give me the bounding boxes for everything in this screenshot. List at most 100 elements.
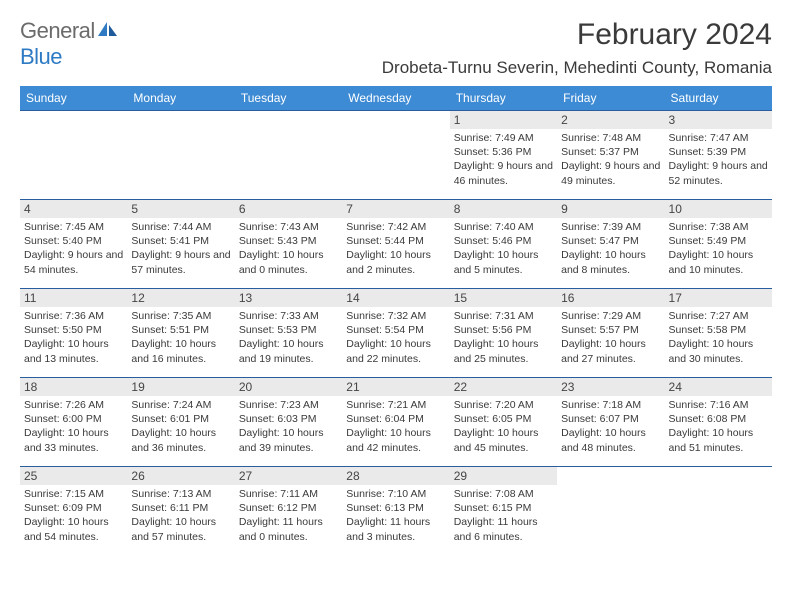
daylight-text: Daylight: 9 hours and 46 minutes. [454,159,553,187]
daylight-text: Daylight: 10 hours and 33 minutes. [24,426,123,454]
day-cell: 3 Sunrise: 7:47 AMSunset: 5:39 PMDaylight… [665,111,772,199]
day-info: Sunrise: 7:38 AMSunset: 5:49 PMDaylight:… [669,220,768,277]
daylight-text: Daylight: 10 hours and 30 minutes. [669,337,768,365]
sunset-text: Sunset: 5:54 PM [346,323,445,337]
sunrise-text: Sunrise: 7:23 AM [239,398,338,412]
daylight-text: Daylight: 10 hours and 22 minutes. [346,337,445,365]
daylight-text: Daylight: 9 hours and 54 minutes. [24,248,123,276]
day-cell: 27 Sunrise: 7:11 AMSunset: 6:12 PMDayligh… [235,467,342,555]
day-info: Sunrise: 7:18 AMSunset: 6:07 PMDaylight:… [561,398,660,455]
day-info: Sunrise: 7:36 AMSunset: 5:50 PMDaylight:… [24,309,123,366]
day-cell [665,467,772,555]
day-number: 23 [557,378,664,396]
daylight-text: Daylight: 9 hours and 52 minutes. [669,159,768,187]
sunrise-text: Sunrise: 7:40 AM [454,220,553,234]
day-info: Sunrise: 7:15 AMSunset: 6:09 PMDaylight:… [24,487,123,544]
day-number: 3 [665,111,772,129]
sunset-text: Sunset: 5:41 PM [131,234,230,248]
sunrise-text: Sunrise: 7:49 AM [454,131,553,145]
sunset-text: Sunset: 6:00 PM [24,412,123,426]
day-info: Sunrise: 7:23 AMSunset: 6:03 PMDaylight:… [239,398,338,455]
day-cell: 22Sunrise: 7:20 AMSunset: 6:05 PMDayligh… [450,378,557,466]
sunrise-text: Sunrise: 7:16 AM [669,398,768,412]
day-info: Sunrise: 7:47 AMSunset: 5:39 PMDaylight:… [669,131,768,188]
day-cell: 24Sunrise: 7:16 AMSunset: 6:08 PMDayligh… [665,378,772,466]
sunrise-text: Sunrise: 7:27 AM [669,309,768,323]
day-number: 15 [450,289,557,307]
day-number: 29 [450,467,557,485]
daylight-text: Daylight: 11 hours and 6 minutes. [454,515,553,543]
daylight-text: Daylight: 9 hours and 57 minutes. [131,248,230,276]
day-cell: 8Sunrise: 7:40 AMSunset: 5:46 PMDaylight… [450,200,557,288]
sunset-text: Sunset: 6:07 PM [561,412,660,426]
sunrise-text: Sunrise: 7:44 AM [131,220,230,234]
day-cell: 21Sunrise: 7:21 AMSunset: 6:04 PMDayligh… [342,378,449,466]
logo: General Blue [20,18,119,70]
week-row: 1Sunrise: 7:49 AMSunset: 5:36 PMDaylight… [20,110,772,199]
sunset-text: Sunset: 6:05 PM [454,412,553,426]
logo-sail-icon [97,18,119,44]
sunrise-text: Sunrise: 7:29 AM [561,309,660,323]
day-number: 4 [20,200,127,218]
daylight-text: Daylight: 10 hours and 48 minutes. [561,426,660,454]
day-number: 18 [20,378,127,396]
daylight-text: Daylight: 10 hours and 0 minutes. [239,248,338,276]
day-number: 10 [665,200,772,218]
day-info: Sunrise: 7:44 AMSunset: 5:41 PMDaylight:… [131,220,230,277]
weekday-header: Friday [557,86,664,110]
daylight-text: Daylight: 10 hours and 10 minutes. [669,248,768,276]
weekday-header: Tuesday [235,86,342,110]
sunset-text: Sunset: 5:44 PM [346,234,445,248]
day-number: 12 [127,289,234,307]
daylight-text: Daylight: 10 hours and 57 minutes. [131,515,230,543]
sunset-text: Sunset: 5:37 PM [561,145,660,159]
sunrise-text: Sunrise: 7:45 AM [24,220,123,234]
sunset-text: Sunset: 6:13 PM [346,501,445,515]
day-cell: 10 Sunrise: 7:38 AMSunset: 5:49 PMDayligh… [665,200,772,288]
day-info: Sunrise: 7:20 AMSunset: 6:05 PMDaylight:… [454,398,553,455]
sunset-text: Sunset: 6:01 PM [131,412,230,426]
title-block: February 2024 Drobeta-Turnu Severin, Meh… [382,18,772,78]
day-info: Sunrise: 7:11 AMSunset: 6:12 PMDaylight:… [239,487,338,544]
day-cell: 26Sunrise: 7:13 AMSunset: 6:11 PMDayligh… [127,467,234,555]
sunset-text: Sunset: 5:43 PM [239,234,338,248]
daylight-text: Daylight: 10 hours and 27 minutes. [561,337,660,365]
weekday-header: Sunday [20,86,127,110]
day-info: Sunrise: 7:16 AMSunset: 6:08 PMDaylight:… [669,398,768,455]
sunset-text: Sunset: 6:04 PM [346,412,445,426]
sunrise-text: Sunrise: 7:21 AM [346,398,445,412]
sunset-text: Sunset: 6:11 PM [131,501,230,515]
sunset-text: Sunset: 6:15 PM [454,501,553,515]
day-number: 11 [20,289,127,307]
day-number: 27 [235,467,342,485]
day-cell: 19Sunrise: 7:24 AMSunset: 6:01 PMDayligh… [127,378,234,466]
day-info: Sunrise: 7:31 AMSunset: 5:56 PMDaylight:… [454,309,553,366]
week-row: 25 Sunrise: 7:15 AMSunset: 6:09 PMDayligh… [20,466,772,555]
sunrise-text: Sunrise: 7:11 AM [239,487,338,501]
day-number: 16 [557,289,664,307]
day-number: 2 [557,111,664,129]
sunrise-text: Sunrise: 7:39 AM [561,220,660,234]
day-number: 25 [20,467,127,485]
sunset-text: Sunset: 5:56 PM [454,323,553,337]
month-title: February 2024 [382,18,772,52]
day-info: Sunrise: 7:40 AMSunset: 5:46 PMDaylight:… [454,220,553,277]
sunrise-text: Sunrise: 7:26 AM [24,398,123,412]
week-row: 11 Sunrise: 7:36 AMSunset: 5:50 PMDayligh… [20,288,772,377]
day-cell: 16Sunrise: 7:29 AMSunset: 5:57 PMDayligh… [557,289,664,377]
daylight-text: Daylight: 10 hours and 54 minutes. [24,515,123,543]
sunrise-text: Sunrise: 7:15 AM [24,487,123,501]
weekday-header: Saturday [665,86,772,110]
sunrise-text: Sunrise: 7:32 AM [346,309,445,323]
daylight-text: Daylight: 10 hours and 25 minutes. [454,337,553,365]
day-cell: 1Sunrise: 7:49 AMSunset: 5:36 PMDaylight… [450,111,557,199]
calendar: Sunday Monday Tuesday Wednesday Thursday… [20,86,772,555]
sunset-text: Sunset: 5:39 PM [669,145,768,159]
day-cell: 15 Sunrise: 7:31 AMSunset: 5:56 PMDayligh… [450,289,557,377]
sunset-text: Sunset: 6:08 PM [669,412,768,426]
day-cell: 2Sunrise: 7:48 AMSunset: 5:37 PMDaylight… [557,111,664,199]
sunrise-text: Sunrise: 7:38 AM [669,220,768,234]
header: General Blue February 2024 Drobeta-Turnu… [20,18,772,78]
day-cell [127,111,234,199]
sunrise-text: Sunrise: 7:43 AM [239,220,338,234]
